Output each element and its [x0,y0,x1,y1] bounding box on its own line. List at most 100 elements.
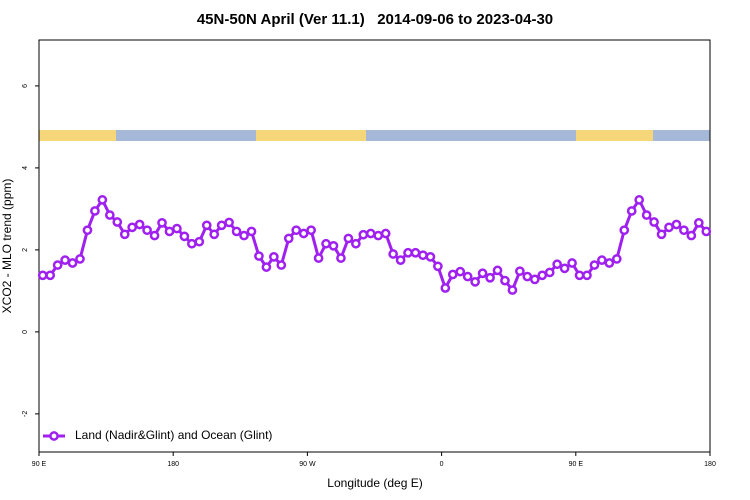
point [544,267,555,278]
point [641,210,652,220]
point [179,231,190,242]
point [157,217,167,228]
point [60,255,70,265]
point [619,225,630,236]
point [97,195,108,205]
point [656,229,667,240]
x-tick-label: 180 [167,461,179,468]
point [291,225,302,236]
point [201,220,212,231]
point [231,226,242,237]
point [649,217,659,227]
point [485,272,495,283]
x-tick-label: 180 [704,461,716,468]
x-tick-label: 0 [440,461,444,468]
land-ocean-strip [39,130,710,141]
point [515,266,525,277]
point [336,253,346,263]
point [224,217,234,228]
point [425,252,436,262]
land-strip [39,130,116,141]
point [112,217,123,227]
point [298,228,309,239]
point [604,258,615,268]
point [433,261,443,272]
point [492,265,503,276]
point [440,283,451,293]
point [462,271,473,282]
point [529,274,540,285]
chart-title: 45N-50N April (Ver 11.1) 2014-09-06 to 2… [197,11,553,28]
point [664,222,674,233]
point [75,254,85,264]
y-axis-label: XCO2 - MLO trend (ppm) [0,179,14,314]
point [216,220,227,231]
point [186,238,197,249]
point [470,277,480,287]
point [209,229,220,240]
point [269,252,279,262]
point [373,230,384,241]
point [194,236,205,247]
point [45,270,56,281]
point [403,247,413,258]
point [679,225,689,236]
point [567,258,577,268]
point [149,230,160,241]
point [246,226,257,237]
point [455,266,466,277]
point [597,255,607,265]
y-tick-label: 2 [22,248,29,252]
point [574,270,585,281]
x-axis-label: Longitude (deg E) [327,476,422,490]
point [500,275,510,286]
point [507,285,518,295]
legend-label: Land (Nadir&Glint) and Ocean (Glint) [75,428,272,442]
y-tick-label: 6 [22,84,29,88]
y-tick-label: -2 [22,411,29,417]
point [671,219,682,230]
land-strip [576,130,653,141]
point [276,260,287,270]
point [589,260,600,270]
point [447,269,458,280]
point [90,206,100,216]
x-tick-label: 90 E [32,461,47,468]
point [559,263,570,274]
point [634,195,645,205]
point [313,253,324,263]
x-tick-label: 90 W [299,461,316,468]
point [134,219,145,230]
land-strip [256,130,366,141]
point [67,258,78,268]
point [127,222,138,233]
point [119,229,130,240]
point [693,217,704,228]
ocean-strip [39,130,710,141]
point [254,251,264,261]
point [172,223,182,234]
point [321,238,331,249]
point [358,229,369,240]
point [142,225,152,236]
point [522,271,533,282]
point [351,238,361,249]
x-tick-label: 90 E [569,461,584,468]
point [306,225,316,236]
point [477,268,488,279]
point [283,233,294,244]
point [380,228,391,239]
point [410,247,421,258]
point [611,254,622,264]
point [418,250,428,261]
point [582,270,592,281]
plot-frame [38,39,711,453]
point [343,233,354,244]
point [626,206,637,216]
point [537,270,548,281]
point [552,259,563,270]
point [37,270,48,281]
